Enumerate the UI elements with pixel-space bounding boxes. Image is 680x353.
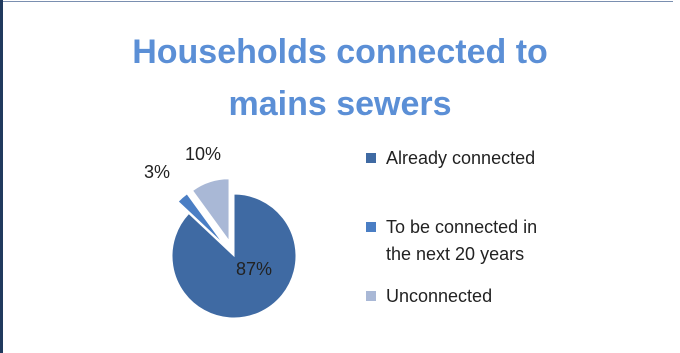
legend-swatch-to-be-connected bbox=[366, 222, 376, 232]
data-label-unconnected: 10% bbox=[185, 144, 221, 164]
pie-slice-unconnected bbox=[191, 178, 230, 243]
pie-slice-already-connected bbox=[171, 193, 297, 319]
pie-slice-to-be-connected bbox=[177, 193, 224, 245]
chart-title-line-1: Households connected to bbox=[132, 33, 548, 71]
legend-swatch-unconnected bbox=[366, 291, 376, 301]
legend-swatch-already-connected bbox=[366, 153, 376, 163]
data-label-to-be-connected: 3% bbox=[144, 162, 170, 182]
chart-title-line-2: mains sewers bbox=[228, 85, 452, 123]
legend-label-to-be-connected-line-1: To be connected in bbox=[386, 217, 538, 237]
data-label-already-connected: 87% bbox=[236, 259, 272, 279]
chart-frame-left-edge bbox=[0, 0, 3, 353]
legend-label-already-connected: Already connected bbox=[386, 148, 536, 168]
legend-label-to-be-connected-line-2: the next 20 years bbox=[386, 244, 525, 264]
legend-label-unconnected: Unconnected bbox=[386, 286, 493, 306]
